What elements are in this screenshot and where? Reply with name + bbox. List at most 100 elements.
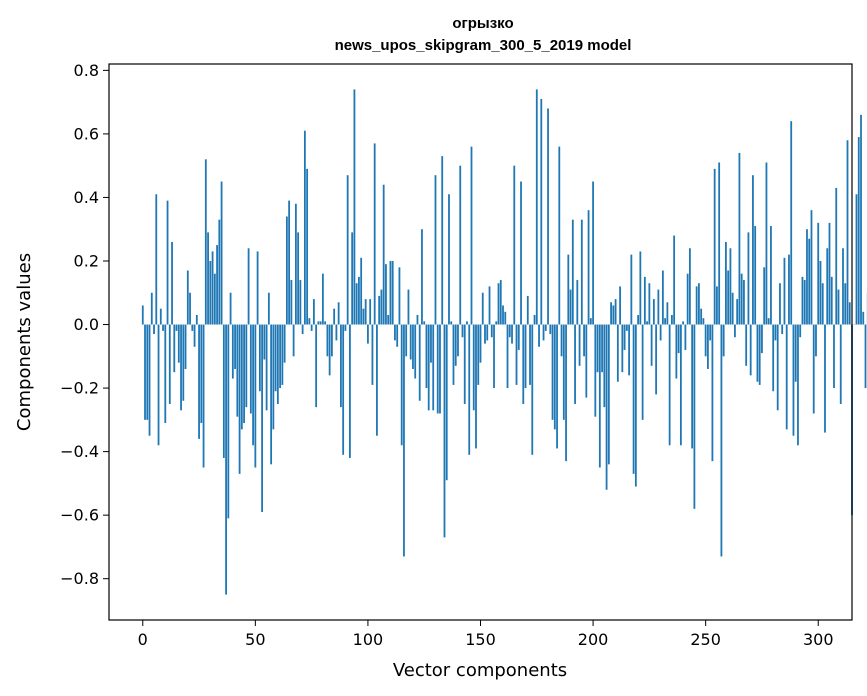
bar	[353, 89, 356, 325]
bar	[830, 276, 833, 325]
bar	[484, 324, 486, 344]
bar	[693, 324, 696, 509]
bar	[252, 324, 254, 446]
bar	[828, 222, 831, 325]
bar	[432, 324, 435, 411]
bar	[267, 292, 270, 325]
bar	[592, 181, 594, 325]
bar	[610, 302, 612, 325]
bar	[283, 324, 286, 363]
bar	[776, 324, 779, 411]
bar	[333, 308, 336, 325]
x-axis-ticks: 0 50 100 150 200 250 300	[138, 620, 834, 649]
y-axis-label: Components values	[14, 253, 35, 431]
bar	[387, 314, 390, 325]
bar	[551, 324, 554, 420]
bar	[837, 289, 840, 325]
bar	[747, 232, 750, 325]
bar	[182, 324, 185, 401]
bar	[362, 308, 365, 325]
bar	[367, 324, 369, 344]
bar	[628, 324, 630, 376]
bar	[159, 308, 162, 325]
bar	[254, 324, 257, 468]
bar	[245, 324, 248, 408]
bar	[177, 324, 180, 363]
bar	[258, 324, 261, 392]
bar	[772, 324, 775, 392]
bar	[594, 324, 597, 417]
bar	[421, 229, 423, 325]
bar	[720, 324, 723, 557]
x-axis-label: Vector components	[393, 660, 567, 681]
bar	[788, 254, 790, 325]
y-tick-label: 0.8	[74, 61, 99, 80]
bar	[247, 248, 250, 325]
bar	[535, 89, 538, 325]
bar	[427, 324, 430, 411]
bar	[180, 324, 182, 411]
bar	[643, 276, 646, 325]
bar	[797, 324, 799, 446]
bar	[414, 324, 417, 379]
bar	[637, 314, 640, 325]
x-tick-label: 0	[138, 630, 148, 649]
bar	[670, 314, 673, 325]
bar	[218, 219, 221, 325]
bar	[756, 324, 759, 382]
bar	[698, 283, 700, 325]
bar	[373, 143, 376, 325]
bar	[281, 324, 284, 385]
bar	[589, 318, 592, 325]
bar	[378, 295, 381, 325]
bar	[538, 324, 540, 347]
bar	[434, 175, 437, 325]
bar	[763, 267, 766, 325]
bar	[209, 260, 212, 325]
bar	[562, 324, 565, 420]
bar	[148, 324, 151, 436]
y-tick-label: 0.6	[74, 124, 99, 143]
bar	[409, 324, 412, 360]
chart-title-line-2: news_upos_skipgram_300_5_2019 model	[335, 37, 632, 54]
bar	[607, 324, 610, 465]
bar	[857, 137, 860, 325]
y-tick-label: −0.8	[60, 569, 99, 588]
bar	[691, 324, 694, 449]
bar	[191, 324, 194, 331]
bar	[695, 286, 698, 325]
bar	[308, 318, 311, 325]
bar	[806, 229, 808, 325]
bar	[171, 241, 173, 325]
bar	[605, 324, 608, 490]
bar	[765, 162, 768, 325]
bar	[380, 289, 383, 325]
bar	[749, 324, 752, 376]
bar	[679, 324, 682, 446]
bar	[855, 194, 858, 325]
bar	[506, 324, 509, 389]
bar	[684, 324, 687, 350]
bar	[263, 324, 266, 360]
bar	[355, 283, 358, 325]
bar	[168, 324, 171, 404]
bar	[810, 210, 813, 325]
bar	[364, 299, 367, 325]
bar	[515, 324, 518, 385]
bar	[661, 270, 664, 325]
bar	[454, 324, 457, 366]
bar	[371, 324, 374, 385]
bar	[337, 302, 340, 325]
bar	[727, 270, 730, 325]
bar	[276, 324, 279, 404]
y-tick-label: 0.4	[74, 188, 99, 207]
bar	[801, 276, 804, 325]
bar	[632, 324, 635, 474]
bar	[463, 324, 466, 404]
bar	[407, 289, 410, 325]
bar	[164, 324, 167, 424]
bar	[529, 324, 531, 385]
bar	[144, 324, 146, 420]
bar	[839, 324, 842, 404]
bar	[504, 311, 507, 325]
